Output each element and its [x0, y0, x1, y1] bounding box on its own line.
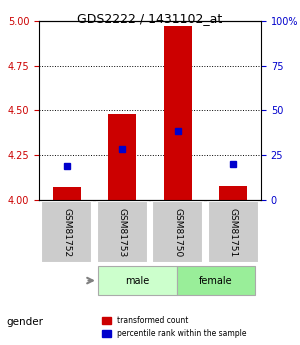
FancyBboxPatch shape [208, 201, 259, 263]
Bar [108, 114, 136, 200]
Text: GSM81751: GSM81751 [229, 208, 238, 257]
Text: GDS2222 / 1431102_at: GDS2222 / 1431102_at [77, 12, 223, 25]
Text: female: female [199, 276, 233, 286]
Bar [164, 26, 192, 200]
Text: GSM81752: GSM81752 [62, 208, 71, 257]
FancyBboxPatch shape [177, 266, 256, 295]
Text: gender: gender [6, 317, 43, 326]
Text: male: male [125, 276, 149, 286]
Bar [53, 187, 81, 200]
FancyBboxPatch shape [152, 201, 203, 263]
Text: GSM81753: GSM81753 [118, 208, 127, 257]
FancyBboxPatch shape [97, 201, 148, 263]
FancyBboxPatch shape [98, 266, 177, 295]
Text: GSM81750: GSM81750 [173, 208, 182, 257]
Legend: transformed count, percentile rank within the sample: transformed count, percentile rank withi… [99, 313, 249, 341]
Bar [219, 186, 247, 200]
FancyBboxPatch shape [41, 201, 92, 263]
